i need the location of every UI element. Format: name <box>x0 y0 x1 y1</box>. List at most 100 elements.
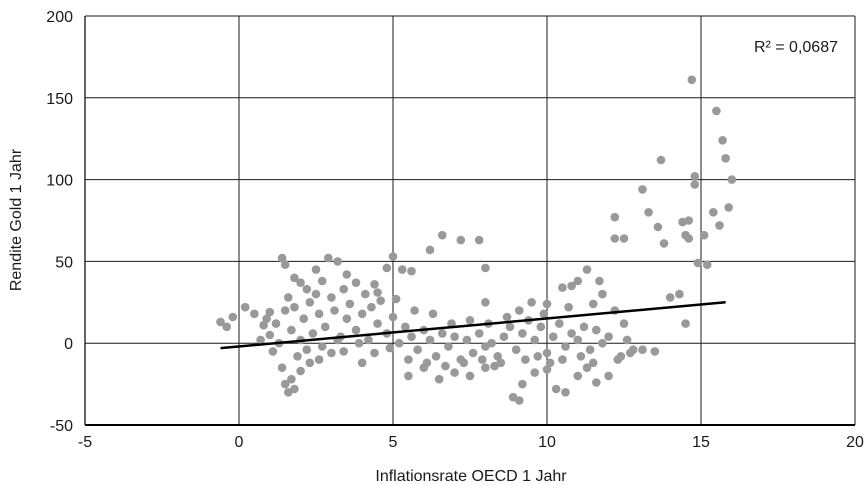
data-point <box>305 358 315 368</box>
data-point <box>216 317 225 327</box>
data-point <box>401 322 410 332</box>
data-point <box>391 294 401 304</box>
trendline-group <box>220 301 726 350</box>
data-point <box>690 172 700 181</box>
data-point <box>530 368 539 377</box>
data-point <box>314 309 324 319</box>
data-point <box>585 345 595 355</box>
data-point <box>638 345 647 355</box>
data-point <box>558 355 567 364</box>
y-tick-label: 0 <box>64 336 73 353</box>
data-point <box>404 371 413 381</box>
data-point <box>718 136 727 145</box>
data-point <box>441 361 450 371</box>
grid <box>84 15 856 426</box>
r-squared-annotation: R² = 0,0687 <box>754 39 838 56</box>
data-point <box>598 289 607 299</box>
y-tick-label: 150 <box>46 91 73 108</box>
data-point <box>527 298 536 307</box>
data-point <box>474 235 484 245</box>
data-point <box>573 371 583 381</box>
data-point <box>438 329 447 338</box>
data-point <box>256 335 265 345</box>
data-point <box>413 345 422 355</box>
data-point <box>687 75 697 85</box>
data-point <box>518 329 527 338</box>
data-point <box>656 155 666 165</box>
data-point <box>434 374 444 384</box>
x-tick-label: 15 <box>692 434 710 451</box>
data-point <box>588 299 598 309</box>
data-point <box>397 265 407 274</box>
data-point <box>715 221 724 230</box>
y-tick-label: -50 <box>50 418 73 435</box>
x-tick-label: 20 <box>846 434 864 451</box>
data-point <box>357 309 367 319</box>
data-point <box>222 322 231 332</box>
data-point <box>431 352 441 361</box>
data-point <box>342 314 352 324</box>
data-point <box>604 371 613 381</box>
data-point <box>665 293 675 302</box>
data-point <box>644 208 653 217</box>
data-point <box>659 239 669 248</box>
data-point <box>376 296 386 306</box>
trendline <box>220 301 726 350</box>
data-points <box>216 75 737 405</box>
data-point <box>684 216 693 225</box>
data-point <box>317 276 327 286</box>
data-point <box>530 335 539 345</box>
data-point <box>293 352 302 361</box>
data-point <box>357 358 367 368</box>
data-point <box>465 371 475 381</box>
data-point <box>481 298 490 307</box>
data-point <box>604 332 613 342</box>
data-point <box>588 358 598 368</box>
data-point <box>610 234 620 243</box>
data-point <box>478 355 487 364</box>
x-axis-label: Inflationsrate OECD 1 Jahr <box>375 468 567 485</box>
data-point <box>345 299 355 309</box>
data-point <box>555 319 564 328</box>
data-point <box>277 253 287 263</box>
data-point <box>351 278 361 288</box>
data-point <box>592 378 601 387</box>
data-point <box>287 374 296 384</box>
data-point <box>539 309 549 319</box>
data-point <box>702 260 712 270</box>
data-point <box>320 322 330 332</box>
data-point <box>299 314 309 324</box>
data-point <box>459 358 469 368</box>
data-point <box>373 288 382 297</box>
data-point <box>280 379 290 389</box>
data-point <box>675 289 684 299</box>
data-point <box>311 265 321 274</box>
data-point <box>327 293 336 302</box>
data-point <box>511 345 521 355</box>
data-point <box>582 265 592 274</box>
x-tick-label: -5 <box>78 434 92 451</box>
data-point <box>699 230 709 240</box>
data-point <box>487 338 496 348</box>
data-point <box>296 278 305 288</box>
data-point <box>724 203 733 212</box>
data-point <box>280 306 290 315</box>
data-point <box>567 329 576 338</box>
data-point <box>468 348 478 358</box>
data-point <box>425 245 435 255</box>
data-point <box>573 276 583 286</box>
data-point <box>622 335 632 345</box>
data-point <box>370 280 379 289</box>
data-point <box>450 332 459 342</box>
data-point <box>327 348 336 358</box>
data-point <box>536 322 546 332</box>
y-tick-label: 100 <box>46 173 73 190</box>
data-point <box>407 266 416 276</box>
data-point <box>407 332 416 342</box>
data-point <box>271 319 281 328</box>
data-point <box>573 335 583 345</box>
data-point <box>277 363 287 373</box>
data-point <box>240 302 250 312</box>
data-point <box>351 325 361 335</box>
data-point <box>280 260 290 270</box>
